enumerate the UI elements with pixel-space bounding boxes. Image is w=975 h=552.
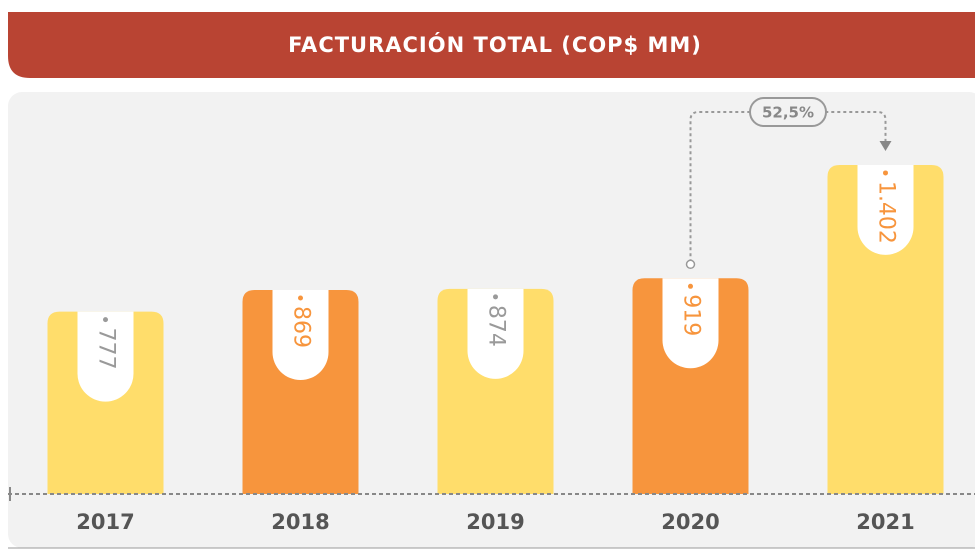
value-label: 777 xyxy=(94,328,119,370)
value-tab xyxy=(77,311,134,402)
connector xyxy=(689,111,887,263)
value-tab xyxy=(857,164,914,255)
connector-arrow xyxy=(879,140,892,151)
value-dot xyxy=(493,294,498,300)
value-dot xyxy=(883,170,888,176)
value-tab xyxy=(467,288,524,379)
bar xyxy=(242,290,359,494)
value-dot xyxy=(103,317,108,323)
x-tick-label: 2019 xyxy=(466,510,524,534)
value-label: 869 xyxy=(289,306,314,348)
bar xyxy=(437,288,554,494)
value-dot xyxy=(688,283,693,289)
chart-title: FACTURACIÓN TOTAL (COP$ MM) xyxy=(288,32,702,57)
x-tick-label: 2018 xyxy=(271,510,329,534)
bar xyxy=(47,311,164,494)
bar xyxy=(632,278,749,494)
header-band xyxy=(8,12,975,78)
x-tick-label: 2020 xyxy=(661,510,719,534)
x-tick-label: 2017 xyxy=(76,510,134,534)
value-dot xyxy=(298,295,303,301)
value-tab xyxy=(662,278,719,369)
value-label: 919 xyxy=(679,294,704,336)
value-tab xyxy=(272,290,329,381)
annotation-pill xyxy=(749,97,827,127)
x-tick-label: 2021 xyxy=(856,510,914,534)
value-label: 874 xyxy=(484,305,509,347)
value-label: 1.402 xyxy=(874,181,899,244)
connector-start xyxy=(685,259,696,270)
annotation: 52,5% xyxy=(762,104,814,122)
bar xyxy=(827,164,944,494)
